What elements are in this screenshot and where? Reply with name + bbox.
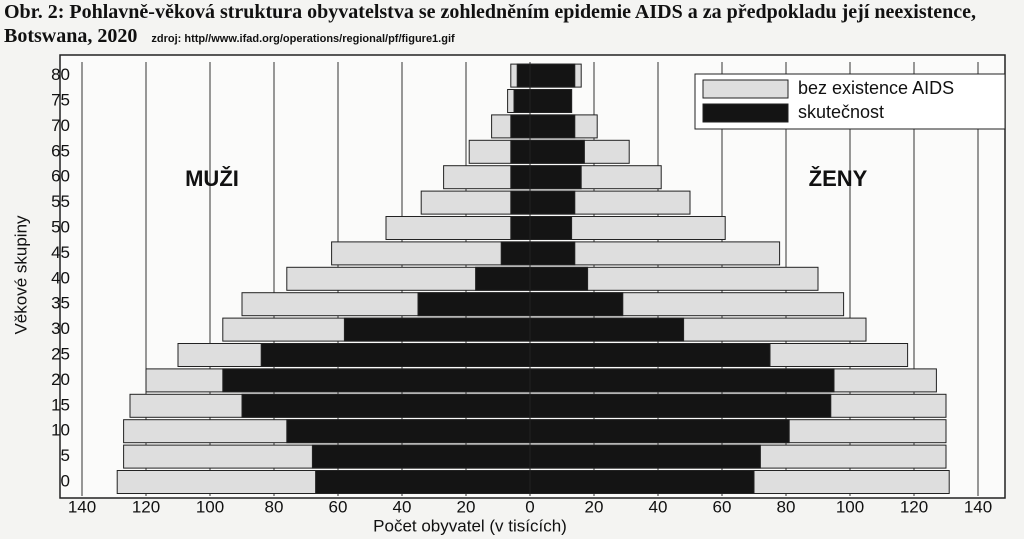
bar	[475, 266, 531, 291]
bar	[529, 470, 755, 494]
bar	[260, 343, 531, 367]
header: Obr. 2: Pohlavně-věková struktura obyvat…	[4, 0, 1019, 51]
bar	[510, 165, 531, 190]
y-axis-title: Věkové skupiny	[11, 215, 30, 335]
y-tick-label: 10	[51, 421, 70, 440]
bar	[385, 216, 531, 240]
bar	[529, 139, 585, 164]
legend-swatch	[702, 79, 789, 99]
legend-swatch	[702, 103, 789, 123]
bar	[529, 266, 589, 291]
x-tick-label: 60	[713, 497, 732, 516]
bar	[529, 317, 685, 342]
y-tick-label: 60	[51, 167, 70, 186]
bar	[510, 216, 531, 240]
y-tick-label: 45	[51, 243, 70, 262]
y-tick-label: 75	[51, 90, 70, 109]
bar	[529, 241, 576, 266]
x-tick-label: 80	[265, 497, 284, 516]
y-tick-label: 25	[51, 344, 70, 363]
y-tick-label: 0	[61, 471, 70, 490]
bar	[222, 368, 531, 393]
bar	[417, 292, 531, 317]
x-tick-label: 80	[777, 497, 796, 516]
y-tick-label: 65	[51, 141, 70, 160]
bar	[529, 343, 771, 367]
bar	[286, 419, 531, 444]
x-tick-label: 120	[900, 497, 928, 516]
y-tick-label: 80	[51, 65, 70, 84]
y-tick-label: 20	[51, 370, 70, 389]
bar	[529, 444, 761, 469]
bar	[529, 114, 576, 139]
x-tick-label: 20	[585, 497, 604, 516]
bar	[529, 63, 576, 88]
x-tick-label: 40	[393, 497, 412, 516]
y-tick-label: 55	[51, 192, 70, 211]
bar	[529, 216, 573, 240]
bar	[529, 419, 790, 444]
bar	[510, 190, 531, 215]
y-tick-label: 15	[51, 395, 70, 414]
x-tick-label: 140	[964, 497, 992, 516]
legend-label: bez existence AIDS	[798, 78, 954, 98]
bar	[513, 89, 531, 113]
legend-label: skutečnost	[798, 102, 884, 122]
x-tick-label: 140	[68, 497, 96, 516]
bar	[510, 139, 531, 164]
source: zdroj: http//www.ifad.org/operations/reg…	[151, 33, 455, 45]
bar	[311, 444, 531, 469]
bar	[315, 470, 531, 494]
x-tick-label: 40	[649, 497, 668, 516]
x-tick-label: 100	[196, 497, 224, 516]
x-tick-label: 20	[457, 497, 476, 516]
y-tick-label: 30	[51, 319, 70, 338]
bar	[343, 317, 531, 342]
y-tick-label: 35	[51, 294, 70, 313]
y-tick-label: 5	[61, 446, 70, 465]
bar	[331, 241, 531, 266]
bar	[529, 165, 582, 190]
annotation: ŽENY	[809, 166, 868, 191]
x-axis-title: Počet obyvatel (v tisících)	[373, 516, 567, 535]
x-tick-label: 60	[329, 497, 348, 516]
bar	[529, 89, 573, 113]
x-tick-label: 100	[836, 497, 864, 516]
bar	[516, 63, 531, 88]
bar	[510, 114, 531, 139]
y-tick-label: 50	[51, 217, 70, 236]
x-tick-label: 0	[525, 497, 534, 516]
y-tick-label: 70	[51, 116, 70, 135]
bar	[529, 190, 576, 215]
y-tick-label: 40	[51, 268, 70, 287]
bar	[500, 241, 531, 266]
chart-title: Obr. 2: Pohlavně-věková struktura obyvat…	[4, 1, 977, 47]
x-tick-label: 120	[132, 497, 160, 516]
bar	[529, 368, 835, 393]
annotation: MUŽI	[185, 166, 239, 191]
bar	[241, 393, 531, 418]
bar	[529, 393, 832, 418]
bar	[529, 292, 624, 317]
